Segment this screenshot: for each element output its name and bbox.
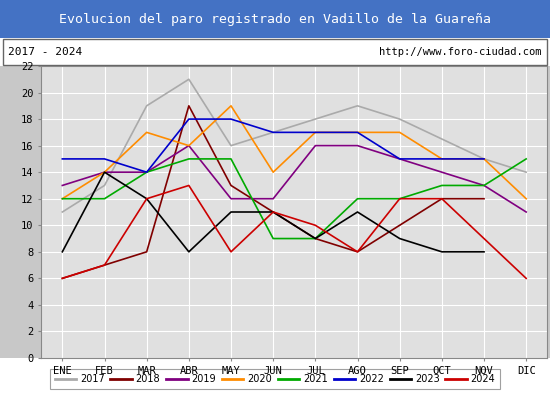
- Text: http://www.foro-ciudad.com: http://www.foro-ciudad.com: [379, 47, 542, 57]
- Text: Evolucion del paro registrado en Vadillo de la Guareña: Evolucion del paro registrado en Vadillo…: [59, 12, 491, 26]
- Text: 2017 - 2024: 2017 - 2024: [8, 47, 82, 57]
- Legend: 2017, 2018, 2019, 2020, 2021, 2022, 2023, 2024: 2017, 2018, 2019, 2020, 2021, 2022, 2023…: [50, 369, 501, 389]
